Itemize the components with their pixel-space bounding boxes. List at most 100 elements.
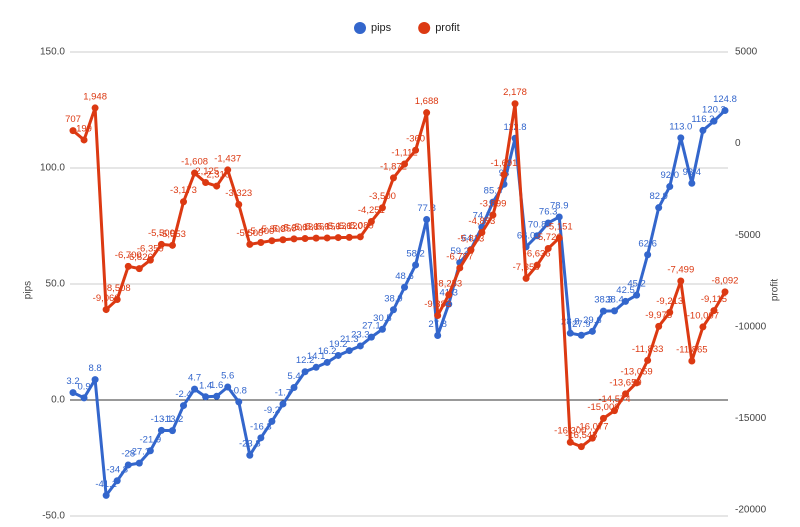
data-point	[191, 169, 199, 177]
y-tick-label: 150.0	[40, 47, 65, 58]
data-label: -6,787	[446, 251, 473, 262]
data-point	[412, 146, 420, 154]
data-label: -1,691	[491, 158, 518, 169]
data-label: 85.3	[484, 186, 503, 197]
data-label: -5,151	[546, 221, 573, 232]
data-point	[91, 104, 99, 112]
data-label: -360	[406, 134, 425, 145]
data-label: 5.4	[287, 371, 300, 382]
data-point	[135, 459, 143, 467]
data-point	[489, 211, 497, 219]
data-label: -3,173	[170, 185, 197, 196]
data-label: -11,865	[676, 344, 708, 355]
data-label: 5.6	[221, 371, 234, 382]
data-point	[588, 327, 596, 335]
data-point	[290, 383, 298, 391]
data-point	[279, 236, 287, 244]
data-label: -1,608	[181, 157, 208, 168]
data-point	[378, 325, 386, 333]
data-point	[666, 308, 674, 316]
data-point	[511, 100, 519, 108]
data-point	[555, 213, 563, 221]
data-label: -6,359	[137, 244, 164, 255]
data-point	[434, 311, 442, 319]
data-label: 27.1	[362, 321, 381, 332]
data-point	[599, 414, 607, 422]
data-label: -9,383	[424, 299, 451, 310]
data-point	[312, 234, 320, 242]
data-point	[102, 306, 110, 314]
data-point	[124, 262, 132, 270]
data-label: 30.5	[373, 313, 392, 324]
y-tick-label: 50.0	[46, 279, 66, 290]
legend-label: pips	[371, 22, 392, 34]
data-label: 42.5	[616, 285, 635, 296]
data-point	[610, 307, 618, 315]
data-label: 74.5	[473, 211, 492, 222]
data-point	[312, 363, 320, 371]
data-point	[80, 136, 88, 144]
data-label: -2,318	[203, 170, 230, 181]
data-point	[566, 438, 574, 446]
data-point	[146, 256, 154, 264]
data-point	[224, 383, 232, 391]
data-label: 38.3	[594, 295, 613, 306]
data-point	[168, 241, 176, 249]
y2-tick-label: -10000	[735, 321, 767, 332]
data-label: -5,120	[336, 221, 363, 232]
data-label: -5,089	[347, 220, 374, 231]
data-label: 1,948	[83, 91, 107, 102]
data-label: -8,253	[435, 278, 462, 289]
data-point	[445, 300, 453, 308]
y2-tick-label: -15000	[735, 413, 767, 424]
data-label: 82.9	[649, 191, 668, 202]
data-point	[500, 171, 508, 179]
data-point	[334, 351, 342, 359]
data-label: -1,112	[391, 147, 417, 158]
data-label: 27.8	[428, 319, 447, 330]
data-label: 1.4	[199, 380, 212, 391]
data-point	[224, 166, 232, 174]
data-point	[577, 331, 585, 339]
y-tick-label: -50.0	[42, 511, 65, 522]
data-point	[401, 283, 409, 291]
data-point	[699, 126, 707, 134]
data-label: 21.3	[340, 334, 359, 345]
data-point	[323, 358, 331, 366]
data-point	[666, 183, 674, 191]
data-point	[533, 232, 541, 240]
data-point	[622, 390, 630, 398]
data-point	[389, 174, 397, 182]
data-label: 116.2	[691, 114, 714, 125]
data-label: -13,659	[609, 377, 641, 388]
data-point	[644, 251, 652, 259]
data-point	[533, 261, 541, 269]
data-label: -9,060	[93, 293, 120, 304]
data-label: 64.8	[462, 233, 481, 244]
data-label: -5,300	[258, 224, 285, 235]
legend-label: profit	[435, 22, 459, 34]
data-label: 59.2	[451, 246, 470, 257]
data-point	[356, 342, 364, 350]
data-point	[677, 134, 685, 142]
data-label: 16.2	[318, 346, 337, 357]
data-point	[688, 357, 696, 365]
data-label: -5,130	[325, 221, 352, 232]
data-point	[588, 434, 596, 442]
data-point	[610, 407, 618, 415]
data-label: -41.1	[95, 479, 117, 490]
data-point	[213, 392, 221, 400]
data-point	[268, 417, 276, 425]
data-label: -4,251	[358, 205, 385, 216]
data-label: 76.3	[539, 206, 558, 217]
data-point	[544, 245, 552, 253]
y2-tick-label: -20000	[735, 505, 767, 516]
data-label: -21.9	[140, 434, 162, 445]
data-point	[202, 179, 210, 187]
data-label: -2,125	[192, 166, 219, 177]
data-point	[323, 234, 331, 242]
data-point	[113, 477, 121, 485]
data-point	[699, 323, 707, 331]
data-point	[434, 332, 442, 340]
y-tick-label: 0.0	[51, 395, 65, 406]
